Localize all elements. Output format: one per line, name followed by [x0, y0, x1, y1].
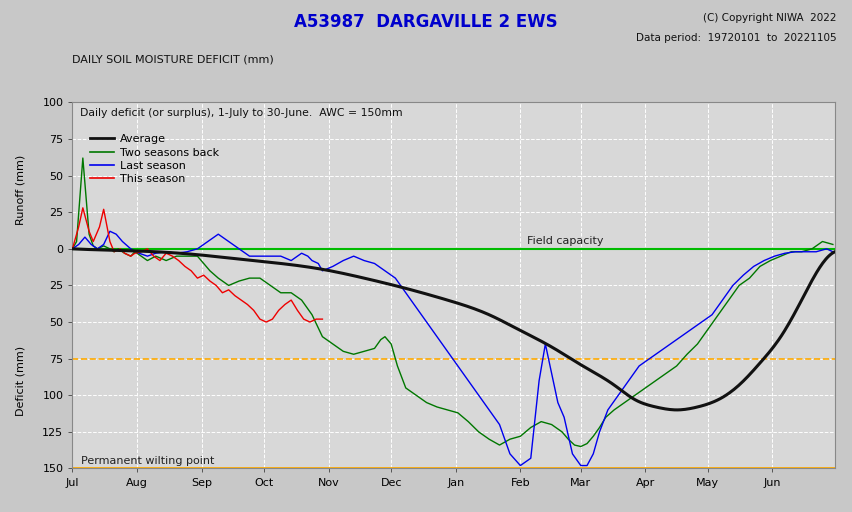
- Text: Runoff (mm): Runoff (mm): [15, 155, 26, 225]
- Text: Field capacity: Field capacity: [527, 237, 603, 246]
- Text: (C) Copyright NIWA  2022: (C) Copyright NIWA 2022: [703, 13, 837, 23]
- Text: Daily deficit (or surplus), 1-July to 30-June.  AWC = 150mm: Daily deficit (or surplus), 1-July to 30…: [80, 108, 403, 118]
- Legend: Average, Two seasons back, Last season, This season: Average, Two seasons back, Last season, …: [85, 130, 223, 189]
- Text: DAILY SOIL MOISTURE DEFICIT (mm): DAILY SOIL MOISTURE DEFICIT (mm): [72, 54, 274, 64]
- Text: Permanent wilting point: Permanent wilting point: [81, 456, 214, 466]
- Text: Data period:  19720101  to  20221105: Data period: 19720101 to 20221105: [636, 33, 837, 44]
- Text: A53987  DARGAVILLE 2 EWS: A53987 DARGAVILLE 2 EWS: [294, 13, 558, 31]
- Text: Deficit (mm): Deficit (mm): [15, 346, 26, 416]
